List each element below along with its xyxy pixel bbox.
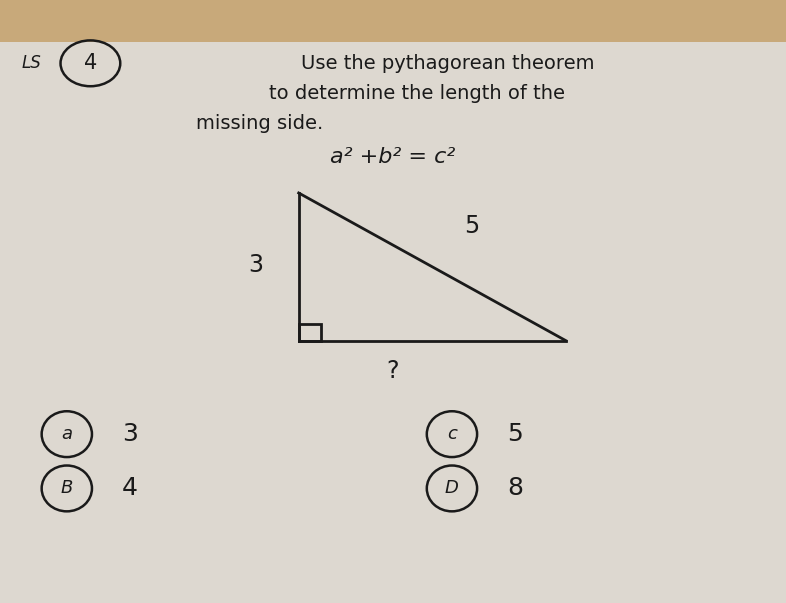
Text: to determine the length of the: to determine the length of the <box>269 84 564 103</box>
Text: D: D <box>445 479 459 497</box>
Text: Use the pythagorean theorem: Use the pythagorean theorem <box>301 54 595 73</box>
Text: 4: 4 <box>84 53 97 74</box>
Text: 4: 4 <box>122 476 138 500</box>
Text: 5: 5 <box>507 422 523 446</box>
Text: B: B <box>61 479 73 497</box>
Text: 5: 5 <box>464 214 479 238</box>
Text: a: a <box>61 425 72 443</box>
Bar <box>299 324 321 341</box>
Text: missing side.: missing side. <box>196 114 323 133</box>
Text: ?: ? <box>387 359 399 383</box>
Text: 8: 8 <box>507 476 523 500</box>
Text: a² +b² = c²: a² +b² = c² <box>330 147 456 167</box>
Text: LS: LS <box>21 54 42 72</box>
Text: 3: 3 <box>248 253 263 277</box>
Text: 3: 3 <box>122 422 138 446</box>
Text: c: c <box>447 425 457 443</box>
